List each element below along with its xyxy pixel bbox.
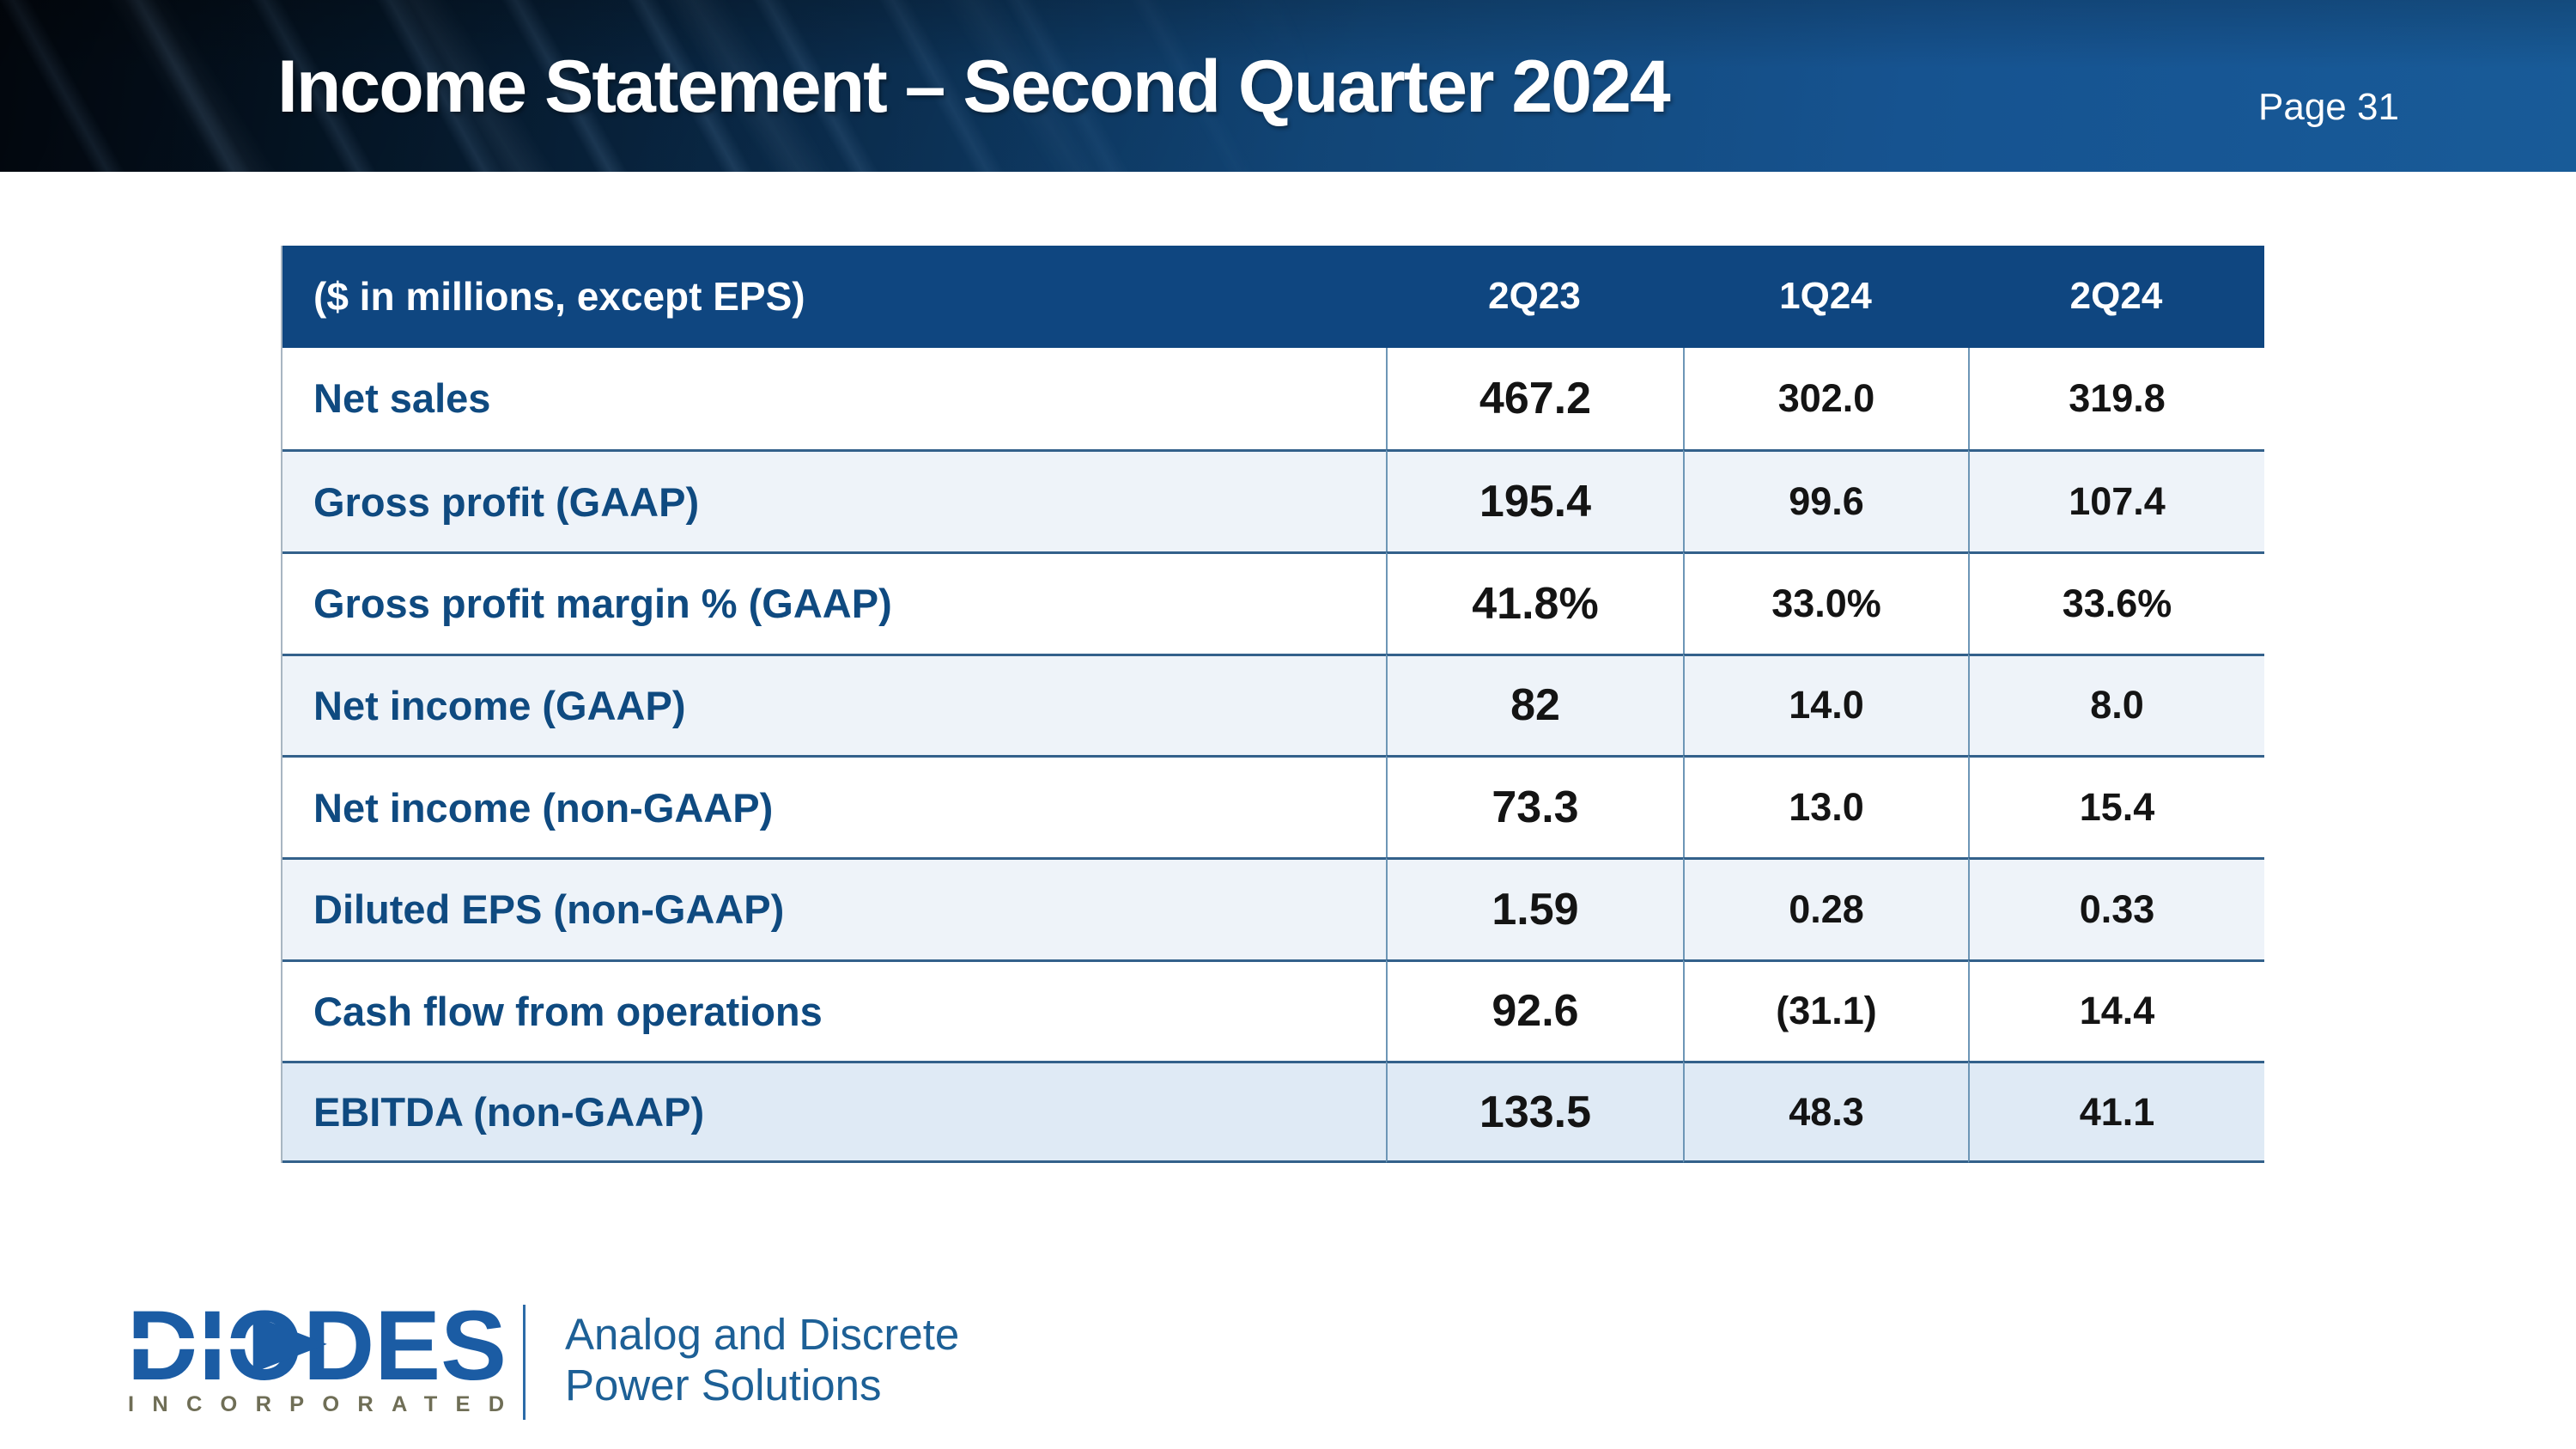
tagline-line-2: Power Solutions <box>565 1361 882 1409</box>
row-label: Gross profit (GAAP) <box>283 449 1386 551</box>
cell-value: 41.1 <box>1968 1061 2264 1163</box>
title-banner <box>0 0 2576 172</box>
cell-value: 15.4 <box>1968 755 2264 857</box>
diode-arrow-icon <box>252 1315 327 1373</box>
row-label: Net income (GAAP) <box>283 653 1386 756</box>
row-label: Gross profit margin % (GAAP) <box>283 551 1386 654</box>
table-header-1q24: 1Q24 <box>1683 246 1968 348</box>
cell-value: 319.8 <box>1968 347 2264 450</box>
cell-value: 13.0 <box>1683 755 1968 857</box>
cell-value: 8.0 <box>1968 653 2264 756</box>
cell-value: 107.4 <box>1968 449 2264 551</box>
page-number: Page 31 <box>2258 86 2399 128</box>
cell-value: 73.3 <box>1386 755 1683 857</box>
cell-value: 133.5 <box>1386 1061 1683 1163</box>
row-label: Net income (non-GAAP) <box>283 755 1386 857</box>
cell-value: 48.3 <box>1683 1061 1968 1163</box>
cell-value: 467.2 <box>1386 347 1683 450</box>
row-label: EBITDA (non-GAAP) <box>283 1061 1386 1163</box>
logo-tagline-divider <box>523 1305 526 1420</box>
table-header-unit-note: ($ in millions, except EPS) <box>283 246 1386 348</box>
cell-value: 82 <box>1386 653 1683 756</box>
table-header-2q23: 2Q23 <box>1386 246 1683 348</box>
cell-value: 0.28 <box>1683 856 1968 959</box>
cell-value: 33.6% <box>1968 551 2264 654</box>
cell-value: 195.4 <box>1386 449 1683 551</box>
cell-value: 99.6 <box>1683 449 1968 551</box>
row-label: Net sales <box>283 347 1386 450</box>
row-label: Diluted EPS (non-GAAP) <box>283 856 1386 959</box>
logo-wordmark: DIODES <box>127 1302 507 1401</box>
logo-tagline: Analog and Discrete Power Solutions <box>565 1309 959 1410</box>
cell-value: 0.33 <box>1968 856 2264 959</box>
cell-value: 33.0% <box>1683 551 1968 654</box>
diodes-logo-icon: DIODES INCORPORATED <box>127 1302 507 1416</box>
cell-value: 41.8% <box>1386 551 1683 654</box>
cell-value: 14.0 <box>1683 653 1968 756</box>
cell-value: (31.1) <box>1683 959 1968 1062</box>
tagline-line-1: Analog and Discrete <box>565 1310 960 1359</box>
row-label: Cash flow from operations <box>283 959 1386 1062</box>
cell-value: 92.6 <box>1386 959 1683 1062</box>
cell-value: 302.0 <box>1683 347 1968 450</box>
cell-value: 14.4 <box>1968 959 2264 1062</box>
cell-value: 1.59 <box>1386 856 1683 959</box>
income-statement-table: ($ in millions, except EPS) 2Q23 1Q24 2Q… <box>281 246 2264 1163</box>
page-title: Income Statement – Second Quarter 2024 <box>277 46 1671 128</box>
diode-line-icon <box>127 1338 253 1349</box>
table-header-2q24: 2Q24 <box>1968 246 2264 348</box>
